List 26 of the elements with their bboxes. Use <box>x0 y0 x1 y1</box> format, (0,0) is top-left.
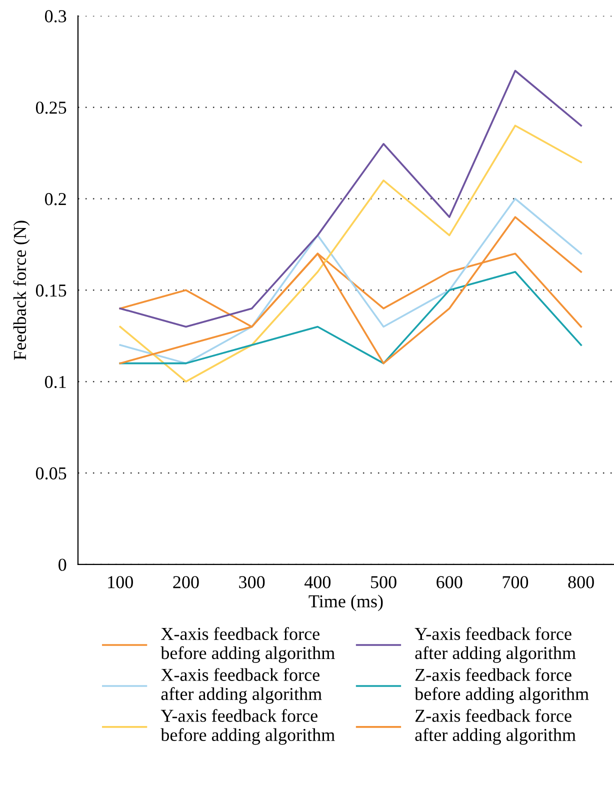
y-tick-label: 0.2 <box>44 193 66 206</box>
y-tick-label: 0 <box>58 558 66 571</box>
x-axis-title: Time (ms) <box>308 594 383 612</box>
line-series <box>119 124 582 383</box>
x-tick-label: 400 <box>304 576 331 588</box>
y-axis-title: Feedback force (N) <box>13 220 30 360</box>
y-tick-label: 0.05 <box>36 467 66 480</box>
legend-label: Z-axis feedback force before adding algorithm <box>414 668 589 704</box>
x-tick-label: 700 <box>502 576 528 588</box>
legend-label: X-axis feedback force before adding algorithm <box>160 627 335 663</box>
y-tick-label: 0.3 <box>44 10 66 22</box>
line-series <box>119 70 582 328</box>
line-series <box>119 270 582 364</box>
y-tick-label: 0.25 <box>36 102 66 114</box>
legend-label: X-axis feedback force after adding algorithm <box>161 668 322 704</box>
x-tick-label: 200 <box>173 576 199 588</box>
legend-label: Z-axis feedback force after adding algorithm <box>415 709 576 745</box>
legend-label: Y-axis feedback force after adding algorithm <box>414 627 576 663</box>
x-tick-label: 300 <box>239 576 265 588</box>
x-tick-label: 500 <box>371 576 396 588</box>
legend-label: Y-axis feedback force before adding algorithm <box>160 709 335 745</box>
y-tick-label: 0.1 <box>44 376 66 388</box>
x-tick-label: 600 <box>436 576 462 588</box>
x-tick-label: 100 <box>108 576 133 588</box>
y-tick-label: 0.15 <box>36 284 66 297</box>
x-tick-label: 800 <box>568 576 594 588</box>
